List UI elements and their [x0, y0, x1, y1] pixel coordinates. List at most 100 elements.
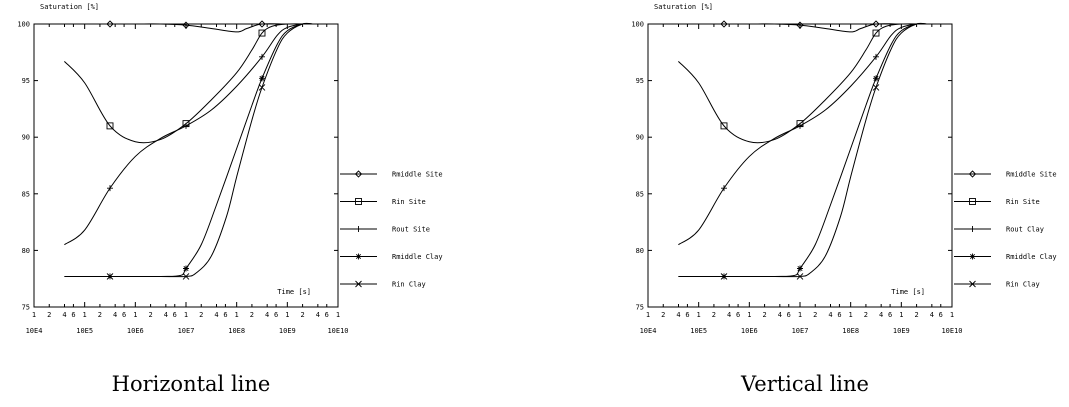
x-axis-label: Time [s] — [277, 288, 311, 296]
x-minor-tick-label: 6 — [736, 311, 740, 319]
x-major-tick-label: 10E6 — [741, 327, 758, 335]
x-major-tick-label: 10E9 — [279, 327, 296, 335]
data-point — [182, 21, 190, 29]
legend-marker — [969, 253, 976, 260]
x-minor-tick-label: 4 — [214, 311, 218, 319]
y-tick-label: 90 — [22, 134, 30, 142]
y-tick-label: 75 — [22, 304, 30, 312]
x-minor-tick-label: 4 — [113, 311, 117, 319]
x-minor-tick-label: 1 — [899, 311, 903, 319]
x-minor-tick-label: 4 — [879, 311, 883, 319]
panel-caption: Horizontal line — [112, 372, 271, 396]
x-major-tick-label: 10E8 — [228, 327, 245, 335]
legend-label: Rout Clay — [1006, 226, 1044, 234]
legend-marker — [969, 280, 976, 288]
legend-label: Rmiddle Clay — [1006, 253, 1057, 261]
x-minor-tick-label: 2 — [300, 311, 304, 319]
legend-label: Rmiddle Site — [1006, 171, 1057, 179]
x-minor-tick-label: 2 — [199, 311, 203, 319]
series-line — [678, 23, 927, 278]
x-minor-tick-label: 2 — [864, 311, 868, 319]
series-line — [678, 23, 927, 144]
data-point — [872, 20, 880, 28]
x-minor-tick-label: 6 — [787, 311, 791, 319]
x-minor-tick-label: 2 — [813, 311, 817, 319]
series-line — [673, 23, 927, 33]
data-point — [720, 122, 728, 130]
data-point — [106, 273, 114, 280]
x-minor-tick-label: 2 — [762, 311, 766, 319]
x-minor-tick-label: 1 — [184, 311, 188, 319]
x-minor-tick-label: 6 — [173, 311, 177, 319]
y-tick-label: 95 — [22, 77, 30, 85]
x-minor-tick-label: 1 — [285, 311, 289, 319]
x-minor-tick-label: 4 — [930, 311, 934, 319]
data-point — [106, 20, 114, 28]
x-major-tick-label: 10E8 — [842, 327, 859, 335]
legend-marker — [355, 198, 362, 205]
legend-label: Rout Site — [392, 226, 430, 234]
x-major-tick-label: 10E5 — [690, 327, 707, 335]
data-point — [183, 265, 189, 272]
x-minor-tick-label: 2 — [712, 311, 716, 319]
y-tick-label: 80 — [22, 247, 30, 255]
x-minor-tick-label: 1 — [950, 311, 954, 319]
x-minor-tick-label: 4 — [164, 311, 168, 319]
data-point — [797, 122, 803, 129]
x-minor-tick-label: 2 — [98, 311, 102, 319]
data-point — [183, 122, 189, 129]
legend-marker — [969, 198, 976, 205]
series-line — [64, 23, 313, 246]
plot-frame — [33, 23, 339, 308]
x-minor-tick-label: 4 — [828, 311, 832, 319]
x-minor-tick-label: 1 — [83, 311, 87, 319]
data-point — [720, 20, 728, 28]
x-major-tick-label: 10E6 — [127, 327, 144, 335]
y-tick-label: 85 — [636, 190, 644, 198]
series-line — [59, 23, 313, 33]
x-major-tick-label: 10E9 — [893, 327, 910, 335]
legend-marker — [355, 280, 362, 288]
data-point — [106, 122, 114, 130]
legend-marker — [355, 226, 362, 232]
data-point — [259, 75, 265, 82]
y-tick-label: 95 — [636, 77, 644, 85]
x-minor-tick-label: 4 — [778, 311, 782, 319]
data-point — [720, 273, 728, 280]
panel-caption: Vertical line — [740, 372, 869, 396]
legend-marker — [969, 226, 976, 232]
series-line — [678, 22, 927, 278]
x-minor-tick-label: 2 — [661, 311, 665, 319]
data-point — [258, 29, 266, 37]
x-minor-tick-label: 4 — [265, 311, 269, 319]
x-minor-tick-label: 4 — [676, 311, 680, 319]
data-point — [796, 273, 804, 280]
y-tick-label: 75 — [636, 304, 644, 312]
x-major-tick-label: 10E7 — [178, 327, 195, 335]
series-line — [64, 23, 313, 278]
x-minor-tick-label: 6 — [837, 311, 841, 319]
y-axis-label: Saturation [%] — [654, 3, 713, 11]
x-minor-tick-label: 1 — [336, 311, 340, 319]
legend-label: Rin Clay — [392, 281, 426, 289]
x-minor-tick-label: 6 — [122, 311, 126, 319]
x-minor-tick-label: 1 — [32, 311, 36, 319]
legend-label: Rin Site — [392, 198, 426, 206]
x-minor-tick-label: 2 — [148, 311, 152, 319]
legend-label: Rin Clay — [1006, 281, 1040, 289]
x-major-tick-label: 10E4 — [26, 327, 43, 335]
data-point — [182, 273, 190, 280]
y-tick-label: 90 — [636, 134, 644, 142]
legend-label: Rin Site — [1006, 198, 1040, 206]
x-minor-tick-label: 6 — [685, 311, 689, 319]
x-minor-tick-label: 1 — [798, 311, 802, 319]
legend-marker — [968, 170, 977, 178]
x-minor-tick-label: 1 — [646, 311, 650, 319]
series-line — [64, 22, 313, 278]
data-point — [872, 84, 880, 91]
x-axis-label: Time [s] — [891, 288, 925, 296]
x-minor-tick-label: 6 — [888, 311, 892, 319]
series-line — [64, 23, 313, 144]
x-major-tick-label: 10E5 — [76, 327, 93, 335]
x-major-tick-label: 10E4 — [640, 327, 657, 335]
